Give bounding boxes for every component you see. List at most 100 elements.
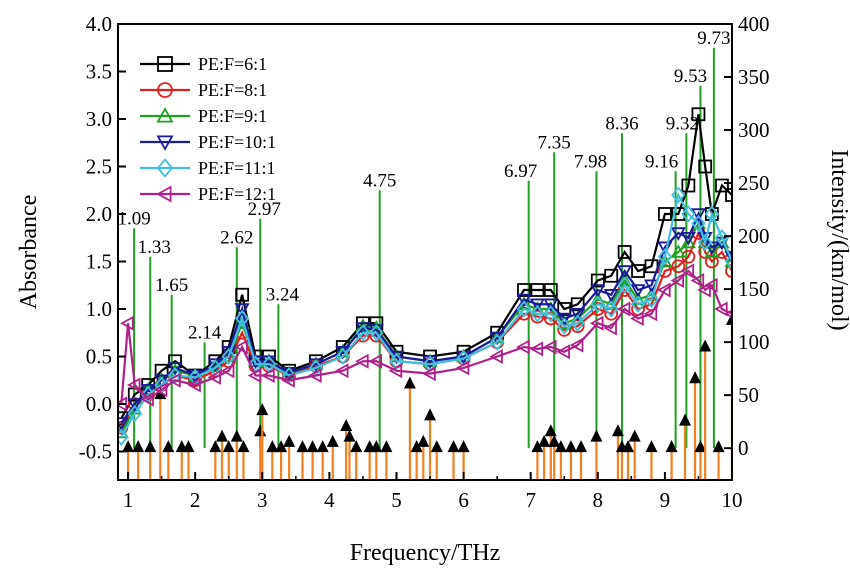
y-tick-label: 2.0	[86, 202, 112, 226]
series-point	[308, 367, 322, 384]
peak-label: 2.97	[248, 199, 281, 220]
intensity-marker	[380, 440, 393, 453]
legend-label: PE:F=10:1	[198, 132, 276, 152]
intensity-marker	[417, 434, 430, 447]
series-point	[630, 295, 646, 313]
series-point	[670, 272, 685, 289]
series-point	[724, 252, 732, 271]
intensity-marker	[538, 434, 551, 447]
legend-label: PE:F=8:1	[198, 80, 267, 100]
intensity-marker	[122, 440, 135, 453]
series-point	[680, 234, 696, 249]
intensity-marker	[275, 440, 288, 453]
x-tick-label: 1	[123, 488, 134, 512]
series-point	[127, 404, 142, 423]
intensity-marker	[182, 440, 195, 453]
intensity-marker	[611, 424, 624, 437]
intensity-marker	[447, 440, 460, 453]
series-point	[691, 214, 706, 233]
y2-tick-label: 250	[738, 171, 770, 195]
axes: 1 2 3 4 5 6 7 8 9 10 -0.5 0.0 0.5 1.0 1.5 2.0 2.5 3.0 3.5 4…	[79, 12, 770, 512]
series-point	[670, 244, 686, 258]
y2-tick-label: 100	[738, 330, 770, 354]
series-point	[140, 391, 154, 407]
intensity-marker	[645, 440, 658, 453]
series-point	[516, 293, 532, 308]
series-point	[261, 367, 275, 384]
peak-label: 3.24	[266, 284, 300, 305]
series-point	[570, 314, 585, 332]
series-point	[208, 359, 223, 377]
series-point	[657, 282, 671, 298]
series-point	[698, 159, 713, 174]
peak-label: 4.75	[363, 170, 396, 191]
y-tick-label: 0.0	[86, 392, 112, 416]
series-point	[529, 341, 544, 357]
series-point	[542, 339, 557, 355]
series-point	[422, 366, 436, 382]
intensity-marker	[403, 376, 416, 389]
intensity-marker	[230, 429, 243, 442]
series-point	[616, 301, 631, 317]
series-point	[207, 369, 222, 385]
intensity-marker	[430, 440, 443, 453]
series-point	[516, 339, 530, 355]
peak-label: 9.73	[697, 28, 730, 49]
y-tick-label: 4.0	[86, 12, 112, 36]
series-point	[670, 227, 686, 241]
series-point	[725, 264, 732, 278]
series-point	[369, 324, 384, 342]
intensity-marker	[144, 440, 157, 453]
x-tick-label: 8	[593, 488, 604, 512]
series-point	[630, 284, 646, 298]
series-point	[456, 349, 471, 368]
series-point	[704, 205, 720, 223]
absorbance-series	[118, 107, 732, 446]
peak-label: 8.36	[605, 113, 638, 134]
peak-label: 6.97	[504, 161, 537, 182]
intensity-marker	[266, 440, 279, 453]
series-point	[489, 333, 505, 351]
series-point	[187, 377, 201, 393]
series-point	[715, 178, 729, 193]
series-point	[355, 318, 371, 332]
series-point	[704, 277, 718, 293]
series-point	[570, 297, 585, 312]
series-point	[126, 377, 141, 393]
series-point	[604, 300, 619, 318]
y2-tick-label: 350	[738, 65, 770, 89]
series-point	[543, 298, 559, 313]
x-tick-label: 3	[257, 488, 268, 512]
intensity-marker	[283, 434, 296, 447]
intensity-marker	[689, 371, 702, 384]
peak-label: 2.14	[188, 322, 222, 343]
y2-axis-title: Intensity/(km/mol)	[826, 149, 850, 330]
intensity-marker	[350, 440, 363, 453]
y2-tick-label: 200	[738, 224, 770, 248]
peak-label: 9.16	[645, 151, 678, 172]
intensity-marker	[712, 440, 725, 453]
series-point	[590, 295, 605, 313]
x-tick-label: 10	[722, 488, 743, 512]
y2-tick-label: 50	[738, 383, 759, 407]
y-tick-label: 0.5	[86, 345, 112, 369]
series-point	[681, 178, 696, 193]
series-point	[118, 428, 129, 446]
series-point	[355, 353, 369, 369]
series-point	[530, 305, 545, 323]
peak-label: 1.65	[155, 275, 188, 296]
intensity-marker	[162, 440, 175, 453]
series-point	[517, 283, 531, 297]
y-tick-label: 1.5	[86, 250, 112, 274]
series-point	[704, 254, 719, 269]
legend-marker	[156, 135, 174, 151]
legend-marker	[156, 158, 174, 178]
series-point	[127, 398, 143, 412]
series-point	[355, 324, 371, 342]
series-point	[516, 300, 532, 318]
peak-label: 9.32	[666, 113, 699, 134]
series-point	[389, 352, 404, 370]
intensity-marker	[699, 339, 712, 352]
series-point	[221, 347, 236, 366]
intensity-marker	[575, 440, 588, 453]
